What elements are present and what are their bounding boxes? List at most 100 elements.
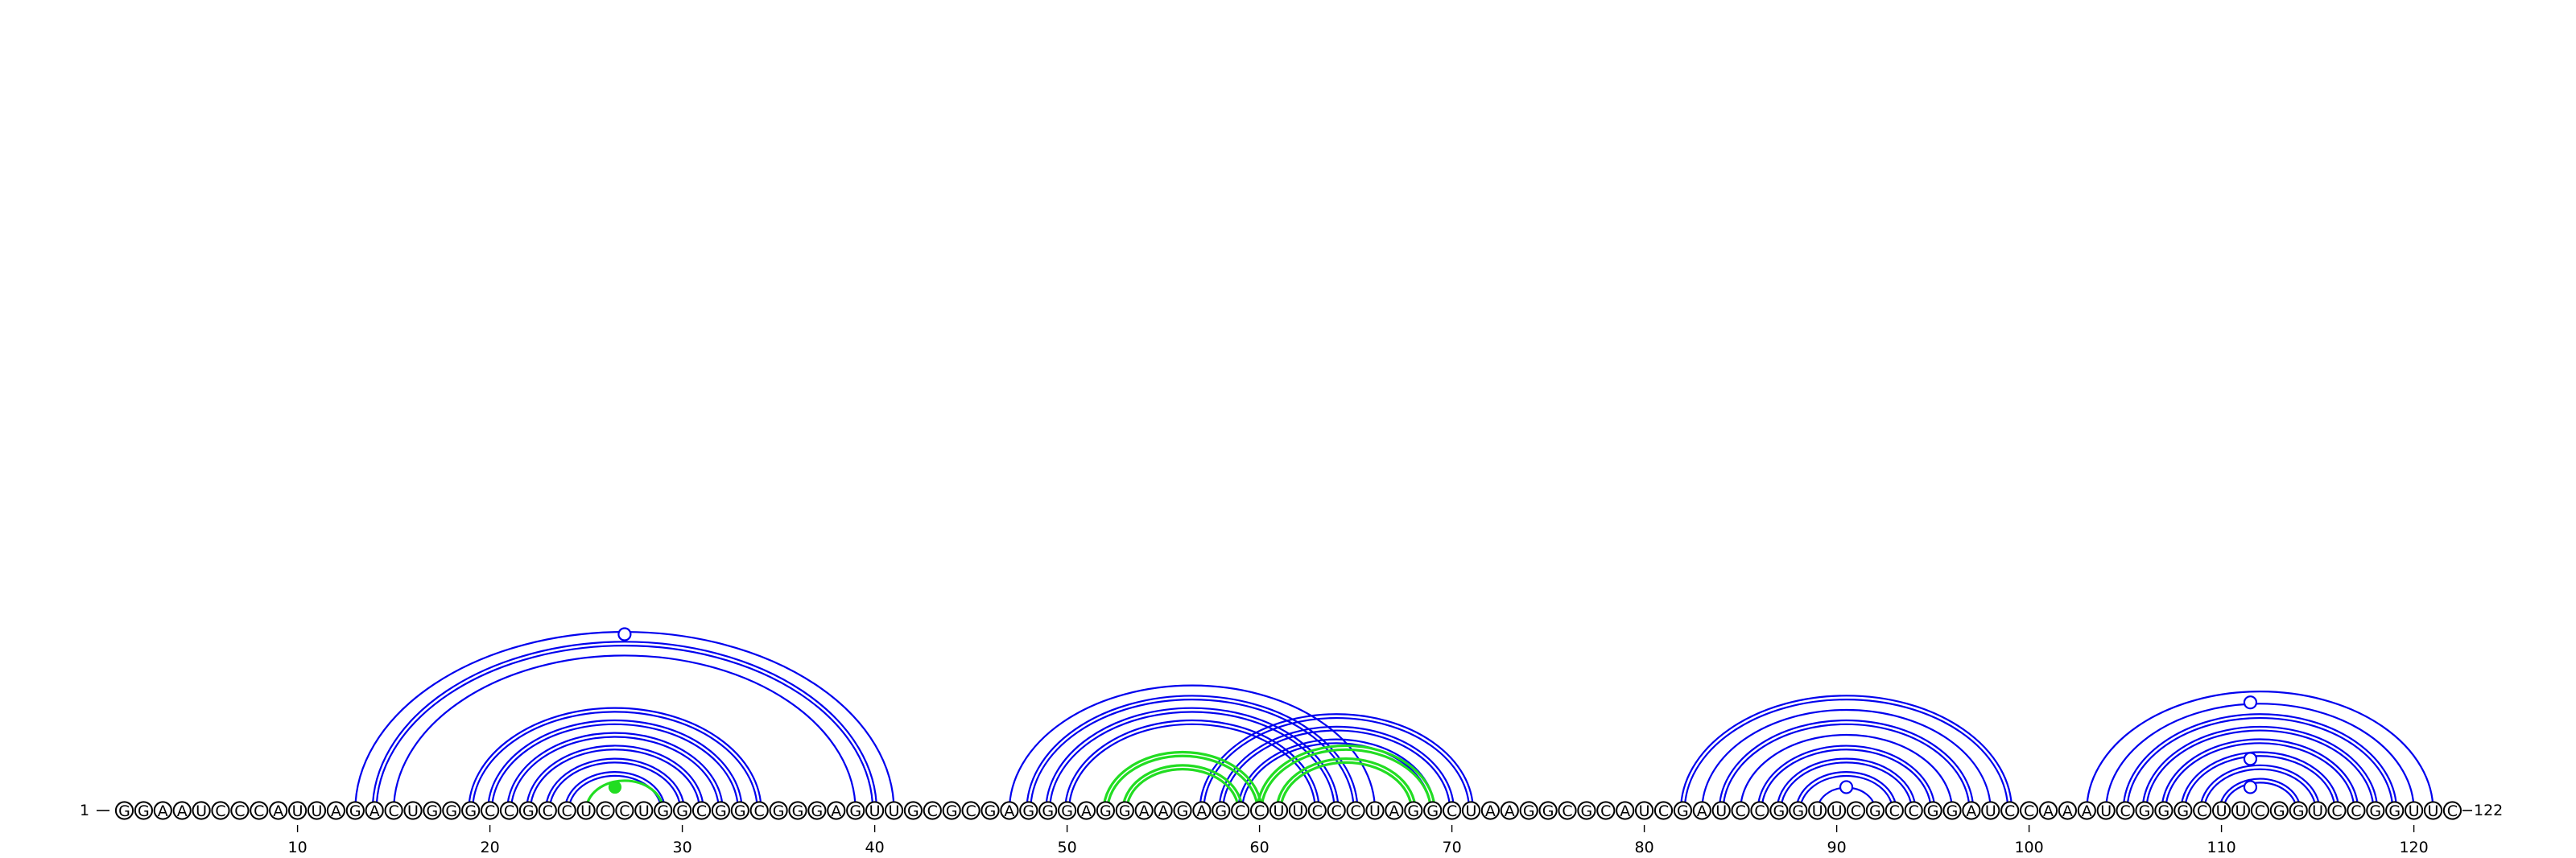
nucleotide-circle (1885, 801, 1904, 820)
stem-arc-85-96-0 (1740, 733, 1954, 811)
nucleotide-circle (1404, 801, 1423, 820)
nucleotide-circle (1692, 801, 1711, 820)
nucleotide-letter: A (158, 802, 168, 820)
nucleotide-71: U (1461, 801, 1481, 820)
nucleotide-circle (538, 801, 557, 820)
nucleotide-circle (288, 801, 308, 820)
stem-arc-106-118-0 (2145, 729, 2375, 811)
apex-marker-0 (617, 627, 632, 641)
nucleotide-107: G (2154, 801, 2174, 820)
nucleotide-letter: U (1292, 802, 1303, 820)
nucleotide-letter: C (2447, 802, 2458, 820)
nucleotide-65: C (1346, 801, 1365, 820)
nucleotide-69: G (1423, 801, 1443, 820)
nucleotide-letter: C (254, 802, 264, 820)
stem-arc-88-93-1 (1795, 770, 1897, 811)
nucleotide-circle (2442, 801, 2462, 820)
nucleotide-80: U (1635, 801, 1654, 820)
nucleotide-circle (134, 801, 153, 820)
apex-marker-1 (608, 780, 622, 794)
nucleotide-28: U (634, 801, 654, 820)
nucleotide-circle (1423, 801, 1443, 820)
nucleotide-40: U (865, 801, 885, 820)
nucleotide-89: U (1808, 801, 1827, 820)
nucleotide-letter: C (2024, 802, 2034, 820)
nucleotide-circle (1750, 801, 1769, 820)
nucleotide-41: U (884, 801, 904, 820)
nucleotide-86: C (1750, 801, 1769, 820)
nucleotide-circle (1327, 801, 1346, 820)
nucleotide-circle (2174, 801, 2193, 820)
stem-arc-104-120-0 (2105, 703, 2415, 811)
nucleotide-letter: G (427, 802, 439, 820)
nucleotide-letter: G (676, 802, 688, 820)
nucleotide-77: G (1577, 801, 1596, 820)
nucleotide-68: G (1404, 801, 1423, 820)
nucleotide-circle (1115, 801, 1134, 820)
nucleotide-98: U (1981, 801, 2000, 820)
nucleotide-letter: G (773, 802, 785, 820)
nucleotide-letter: A (1196, 802, 1207, 820)
pseudoknot-arc-61-68-0 (1279, 761, 1413, 811)
nucleotide-circle (1173, 801, 1192, 820)
stem-arc-86-95-0 (1761, 749, 1932, 811)
nucleotide-circle (2250, 801, 2269, 820)
nucleotide-117: C (2347, 801, 2366, 820)
stem-arc-23-30-0 (548, 761, 682, 811)
nucleotide-letter: C (1254, 802, 1265, 820)
nucleotide-letter: U (2312, 802, 2323, 820)
nucleotide-letter: A (2082, 802, 2092, 820)
nucleotide-letter: U (1466, 802, 1477, 820)
nucleotide-circle (211, 801, 230, 820)
nucleotide-circle (461, 801, 481, 820)
nucleotide-91: C (1846, 801, 1866, 820)
nucleotide-55: A (1154, 801, 1173, 820)
nucleotide-118: G (2366, 801, 2385, 820)
stem-arc-107-117-0 (2165, 742, 2355, 811)
nucleotide-81: C (1653, 801, 1674, 820)
pseudoknot-arc-53-59-1 (1121, 764, 1244, 811)
stem-arc-103-121-0 (2086, 691, 2434, 811)
nucleotide-circle (730, 801, 749, 820)
nucleotide-circle (403, 801, 423, 820)
nucleotide-letter: U (638, 802, 650, 820)
tick-label-10: 10 (288, 839, 308, 856)
nucleotide-circle (1038, 801, 1058, 820)
nucleotide-circle (2038, 801, 2058, 820)
nucleotide-circle (1519, 801, 1538, 820)
nucleotide-circle (442, 801, 461, 820)
nucleotide-circle (654, 801, 673, 820)
nucleotide-letter: G (657, 802, 669, 820)
nucleotide-1: G (114, 801, 134, 820)
nucleotide-letter: U (2100, 802, 2112, 820)
nucleotide-90: U (1827, 801, 1847, 820)
stem-arc-47-66-0 (1008, 684, 1377, 811)
nucleotide-74: G (1519, 801, 1538, 820)
nucleotide-27: C (615, 801, 634, 820)
nucleotide-circle (1500, 801, 1519, 820)
nucleotide-61: U (1269, 801, 1289, 820)
nucleotide-letter: C (754, 802, 765, 820)
nucleotide-circle (557, 801, 576, 820)
nucleotide-109: C (2193, 801, 2212, 820)
apex-marker-5 (2243, 780, 2258, 794)
stem-arc-87-94-1 (1776, 757, 1917, 811)
stem-arc-110-114-0 (2222, 782, 2297, 811)
nucleotide-letter: C (504, 802, 514, 820)
nucleotide-letter: G (734, 802, 746, 820)
nucleotide-95: G (1923, 801, 1942, 820)
nucleotide-circle (423, 801, 442, 820)
nucleotide-circle (827, 801, 846, 820)
nucleotide-letter: G (907, 802, 919, 820)
nucleotide-63: C (1307, 801, 1327, 820)
stem-arc-88-93-0 (1799, 774, 1893, 811)
nucleotide-114: G (2289, 801, 2308, 820)
nucleotide-letter: C (234, 802, 245, 820)
nucleotide-2: G (134, 801, 153, 820)
nucleotide-circle (788, 801, 807, 820)
nucleotide-letter: G (985, 802, 997, 820)
nucleotide-46: G (980, 801, 1000, 820)
nucleotide-78: C (1596, 801, 1616, 820)
nucleotide-85: C (1731, 801, 1750, 820)
nucleotide-circle (1385, 801, 1404, 820)
